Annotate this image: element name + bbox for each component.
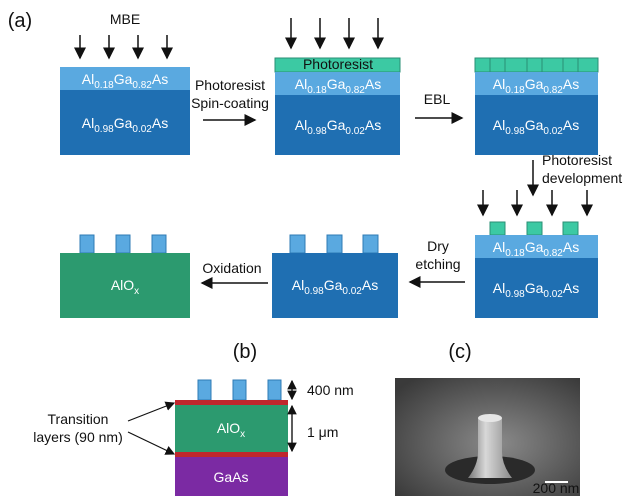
figure: (a)MBEPhotoresistAl0.18Ga0.82AsAl0.98Ga0… <box>0 0 637 496</box>
subscript: 0.82 <box>132 80 152 91</box>
pillar <box>527 222 542 235</box>
transition-layer <box>175 400 288 405</box>
element: AlO <box>111 277 134 293</box>
pillar <box>327 235 342 253</box>
element: Ga <box>525 239 544 255</box>
element: As <box>152 71 168 87</box>
subscript: 0.02 <box>345 126 365 137</box>
element: Ga <box>327 117 346 133</box>
element: Al <box>493 280 505 296</box>
subscript: x <box>240 429 245 440</box>
layer <box>475 58 598 72</box>
pillar <box>490 222 505 235</box>
element: Al <box>82 71 94 87</box>
subscript: 0.98 <box>505 289 525 300</box>
layer-label: Photoresist <box>303 56 373 72</box>
pillar <box>152 235 166 253</box>
label: development <box>542 170 622 186</box>
element: Al <box>295 117 307 133</box>
element: Al <box>493 117 505 133</box>
subscript: 0.82 <box>543 85 563 96</box>
scale-label: 200 nm <box>533 480 580 496</box>
transition-layer <box>175 452 288 457</box>
panel-label: (b) <box>233 341 257 363</box>
pillar <box>233 380 246 400</box>
subscript: 0.98 <box>304 286 324 297</box>
element: Al <box>295 76 307 92</box>
substrate-label: GaAs <box>213 469 248 485</box>
subscript: 0.02 <box>342 286 362 297</box>
subscript: 0.18 <box>505 85 525 96</box>
pillar <box>116 235 130 253</box>
label: Photoresist <box>195 77 265 93</box>
element: Ga <box>114 71 133 87</box>
label: etching <box>415 256 460 272</box>
subscript: 0.18 <box>505 248 525 259</box>
subscript: 0.98 <box>94 124 114 135</box>
pillar <box>80 235 94 253</box>
element: Al <box>493 239 505 255</box>
label: Spin-coating <box>191 95 269 111</box>
label: Photoresist <box>542 152 612 168</box>
label: MBE <box>110 11 140 27</box>
element: As <box>152 115 168 131</box>
element: Ga <box>324 277 343 293</box>
element: As <box>365 117 381 133</box>
label: 400 nm <box>307 382 354 398</box>
panel-label: (c) <box>448 341 471 363</box>
element: AlO <box>217 420 240 436</box>
subscript: 0.02 <box>543 126 563 137</box>
subscript: 0.18 <box>94 80 114 91</box>
element: As <box>362 277 378 293</box>
subscript: 0.82 <box>345 85 365 96</box>
element: Ga <box>525 117 544 133</box>
subscript: 0.02 <box>543 289 563 300</box>
panel-label: (a) <box>8 10 32 32</box>
sem-pillar-top <box>478 414 502 422</box>
element: Ga <box>525 76 544 92</box>
subscript: 0.98 <box>505 126 525 137</box>
subscript: 0.18 <box>307 85 327 96</box>
element: Al <box>292 277 304 293</box>
label: Oxidation <box>202 260 261 276</box>
label: layers (90 nm) <box>33 429 122 445</box>
pillar <box>198 380 211 400</box>
label: EBL <box>424 91 451 107</box>
element: Ga <box>525 280 544 296</box>
subscript: 0.82 <box>543 248 563 259</box>
element: As <box>563 117 579 133</box>
element: Al <box>82 115 94 131</box>
label: 1 μm <box>307 424 338 440</box>
pillar <box>563 222 578 235</box>
element: As <box>563 76 579 92</box>
subscript: 0.98 <box>307 126 327 137</box>
pillar <box>290 235 305 253</box>
label: Transition <box>48 411 109 427</box>
element: As <box>365 76 381 92</box>
label: Dry <box>427 238 449 254</box>
subscript: 0.02 <box>132 124 152 135</box>
element: Al <box>493 76 505 92</box>
pillar <box>268 380 281 400</box>
subscript: x <box>134 286 139 297</box>
element: As <box>563 280 579 296</box>
pillar <box>363 235 378 253</box>
element: As <box>563 239 579 255</box>
element: Ga <box>327 76 346 92</box>
element: Ga <box>114 115 133 131</box>
